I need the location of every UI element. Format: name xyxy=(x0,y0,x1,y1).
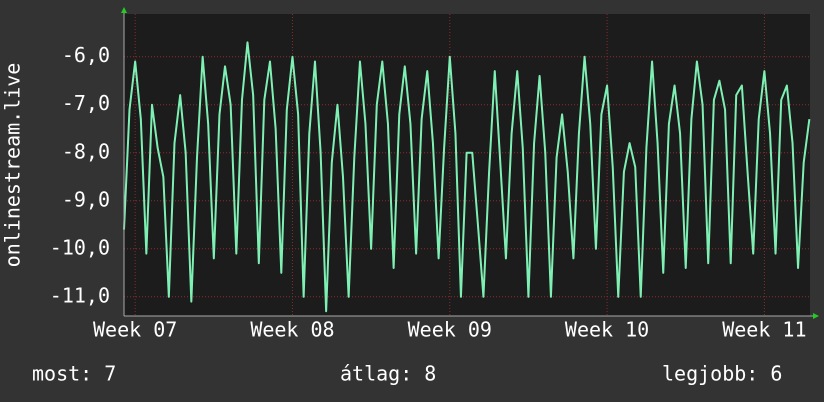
footer-stat: átlag: 8 xyxy=(340,362,436,386)
x-tick-label: Week 07 xyxy=(93,318,177,342)
data-line xyxy=(123,41,811,313)
y-tick-label: -9,0 xyxy=(62,187,110,211)
y-axis-title: onlinestream.live xyxy=(1,63,25,268)
x-tick-label: Week 10 xyxy=(565,318,649,342)
footer-stat: most: 7 xyxy=(32,362,116,386)
y-tick-label: -8,0 xyxy=(62,139,110,163)
x-tick-label: Week 08 xyxy=(250,318,334,342)
y-tick-label: -10,0 xyxy=(50,235,110,259)
y-tick-label: -7,0 xyxy=(62,91,110,115)
x-tick-label: Week 11 xyxy=(722,318,806,342)
y-tick-label: -6,0 xyxy=(62,43,110,67)
x-tick-label: Week 09 xyxy=(408,318,492,342)
axis-arrow xyxy=(121,7,127,13)
footer-stat: legjobb: 6 xyxy=(662,362,782,386)
marks xyxy=(123,41,811,313)
axis-arrow xyxy=(813,313,819,319)
y-tick-label: -11,0 xyxy=(50,283,110,307)
